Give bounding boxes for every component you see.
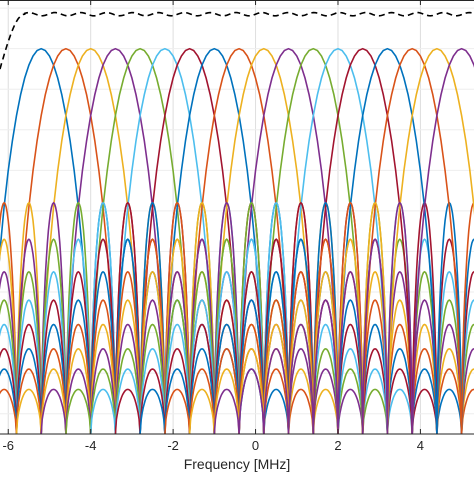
x-tick-label: -2 [167, 438, 179, 453]
x-tick-label: 2 [334, 438, 341, 453]
x-tick-label: -4 [85, 438, 97, 453]
x-tick-label: 0 [252, 438, 259, 453]
envelope-layer [0, 13, 474, 69]
x-axis-label: Frequency [MHz] [184, 456, 291, 472]
envelope-line [0, 13, 474, 69]
subcarrier-curves [0, 49, 474, 434]
x-tick-label: 4 [417, 438, 424, 453]
x-tick-label: -6 [2, 438, 14, 453]
